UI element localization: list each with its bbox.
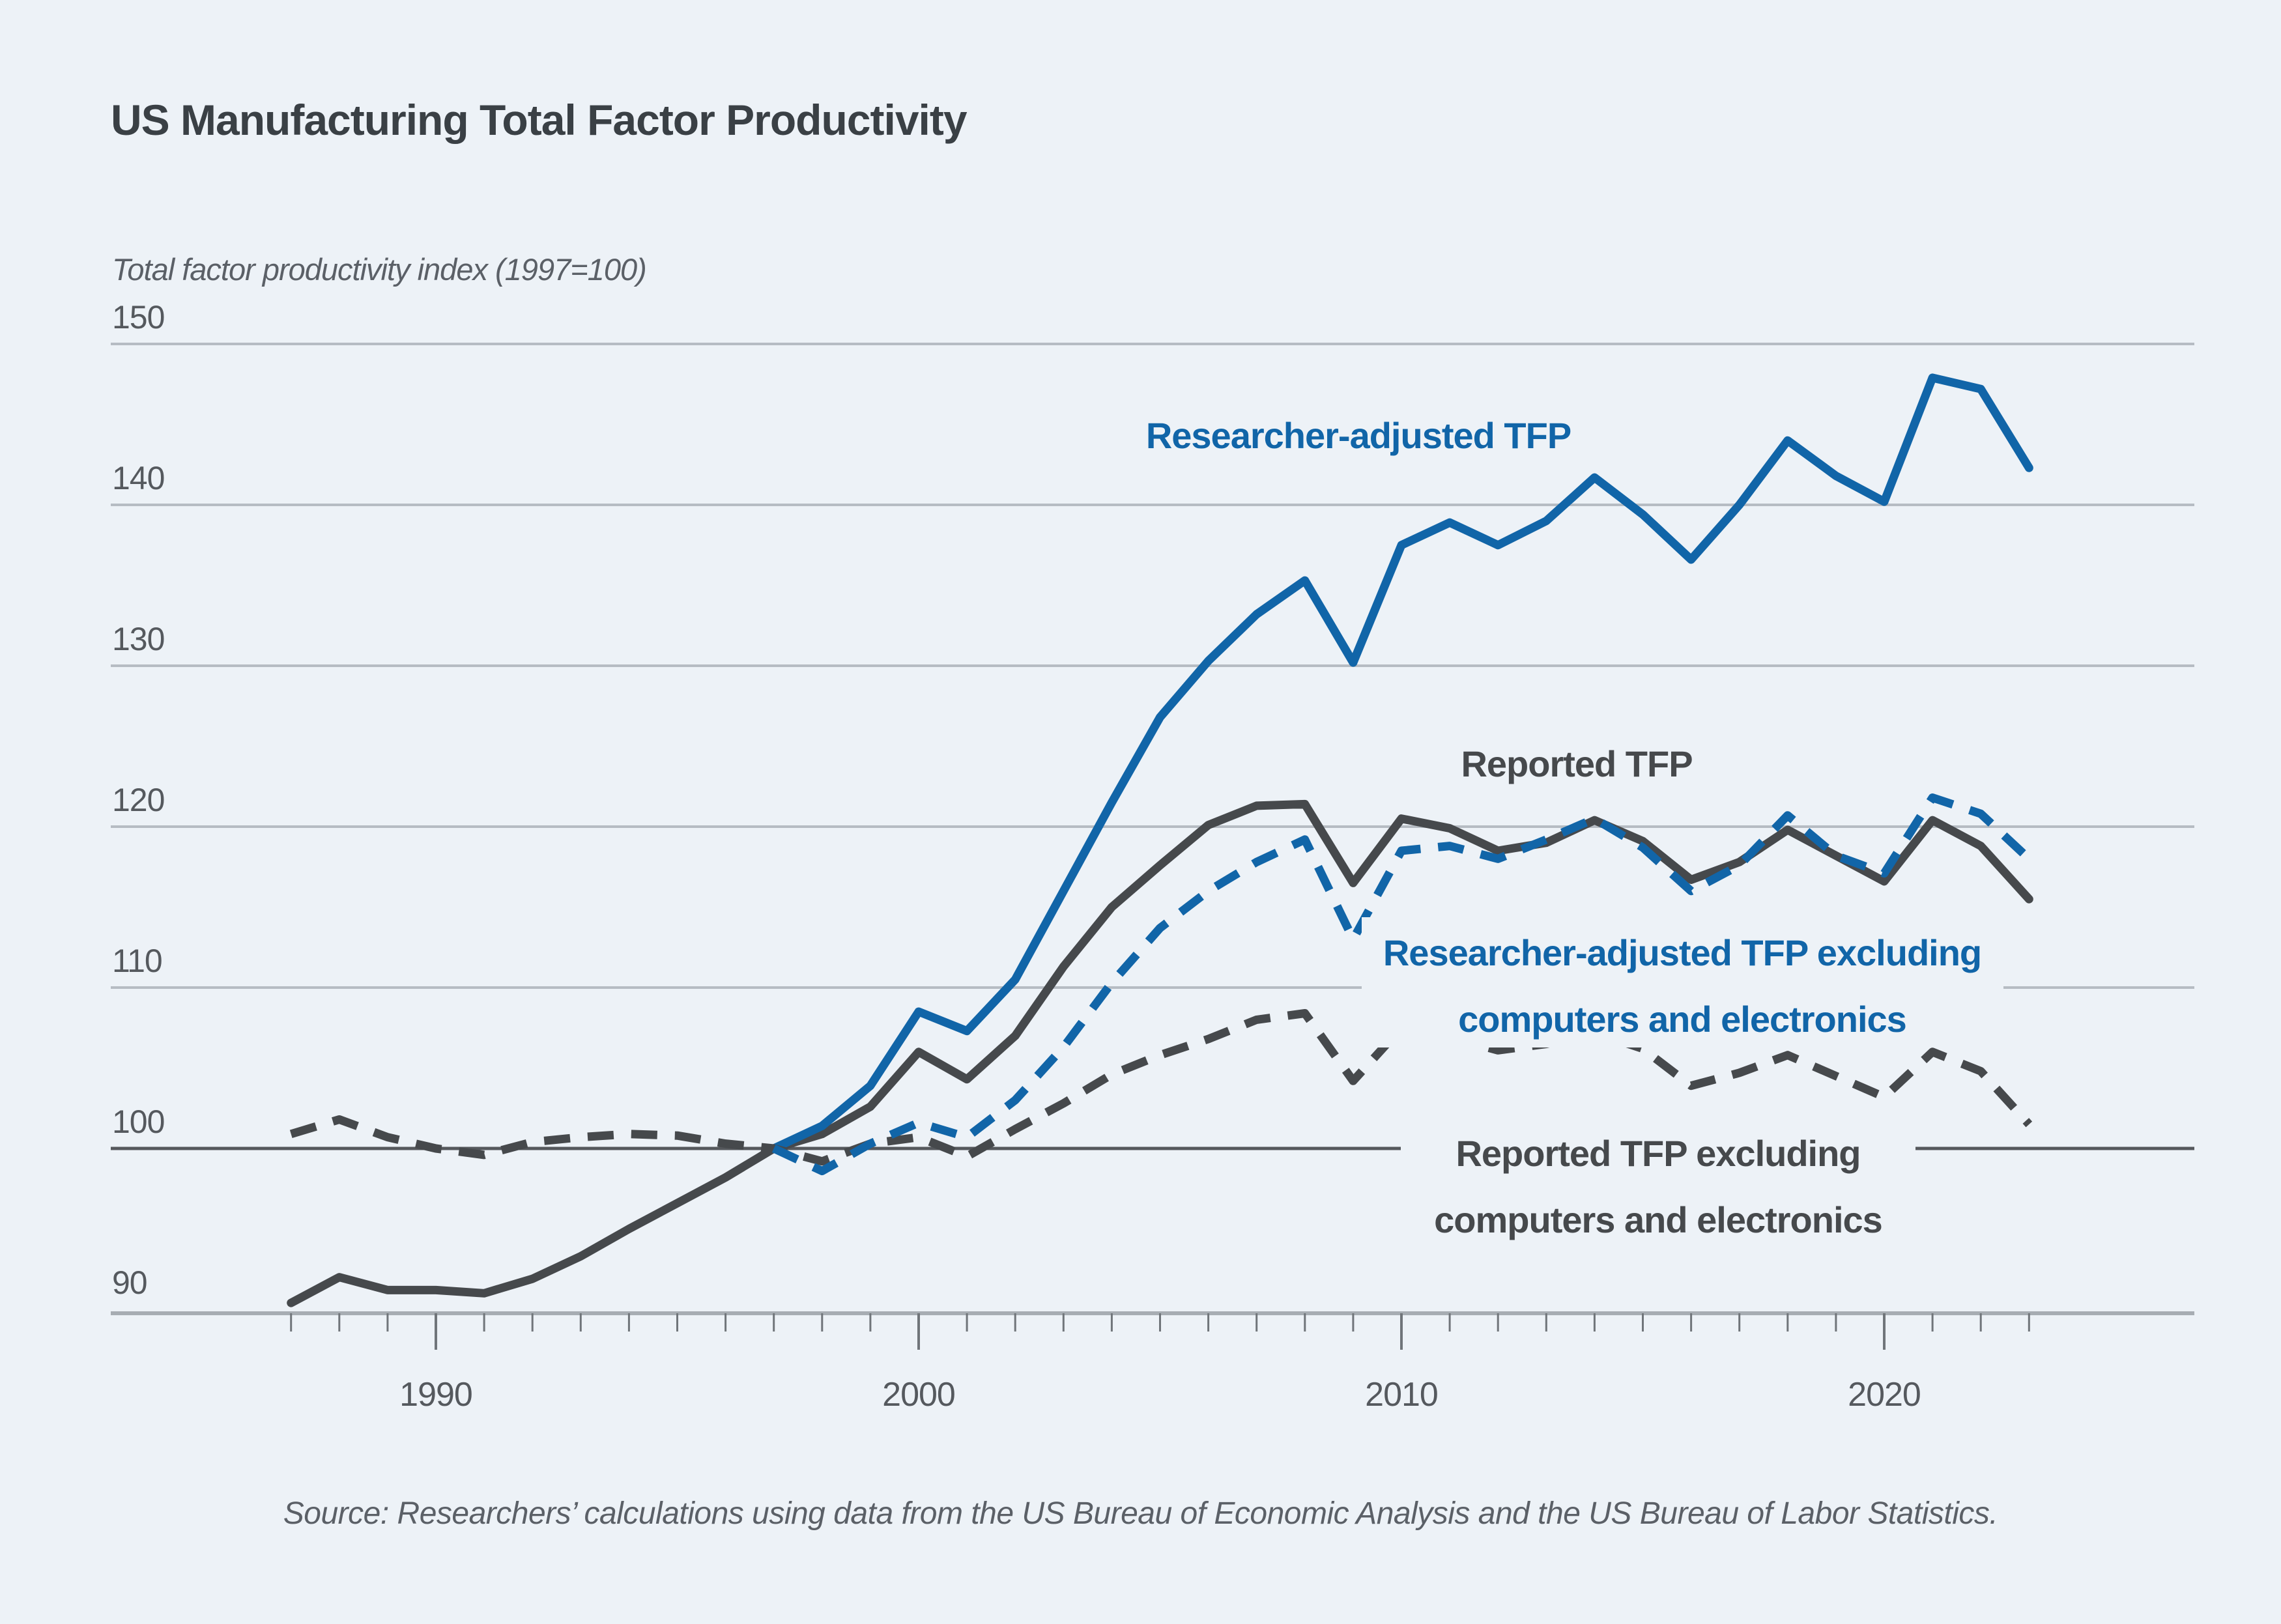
series-label-researcher-adjusted-tfp-ex-computers: computers and electronics [1458, 999, 1906, 1040]
series-label-researcher-adjusted-tfp: Researcher-adjusted TFP [1146, 415, 1571, 456]
series-label-reported-tfp-ex-computers: Reported TFP excluding [1456, 1133, 1860, 1174]
line-researcher-adjusted-tfp-ex-computers [771, 793, 2032, 1176]
series-label-researcher-adjusted-tfp-ex-computers: Researcher-adjusted TFP excluding [1383, 932, 1981, 973]
line-reported-tfp-ex-computers [289, 1009, 2033, 1166]
source-note: Source: Researchers’ calculations using … [283, 1496, 1998, 1531]
x-tick-label-2020: 2020 [1848, 1376, 1921, 1414]
x-tick-label-2000: 2000 [882, 1376, 955, 1414]
x-tick-label-2010: 2010 [1365, 1376, 1438, 1414]
y-tick-label-100: 100 [112, 1104, 164, 1140]
x-tick-label-1990: 1990 [399, 1376, 472, 1414]
y-tick-label-150: 150 [112, 299, 164, 335]
y-tick-label-130: 130 [112, 621, 164, 657]
label-backplate-researcher-adjusted-tfp-ex-computers [1362, 917, 2003, 1047]
chart-title: US Manufacturing Total Factor Productivi… [111, 96, 968, 144]
y-tick-label-110: 110 [112, 943, 162, 979]
y-tick-label-90: 90 [112, 1264, 147, 1301]
series-label-reported-tfp-ex-computers: computers and electronics [1434, 1199, 1882, 1240]
y-axis-title: Total factor productivity index (1997=10… [112, 252, 647, 287]
line-reported-tfp [287, 799, 2033, 1307]
label-backplate-reported-tfp-ex-computers [1401, 1120, 1915, 1251]
series-label-reported-tfp: Reported TFP [1461, 743, 1692, 784]
line-researcher-adjusted-tfp [769, 373, 2033, 1153]
y-tick-label-120: 120 [112, 782, 164, 818]
y-tick-label-140: 140 [112, 460, 164, 496]
